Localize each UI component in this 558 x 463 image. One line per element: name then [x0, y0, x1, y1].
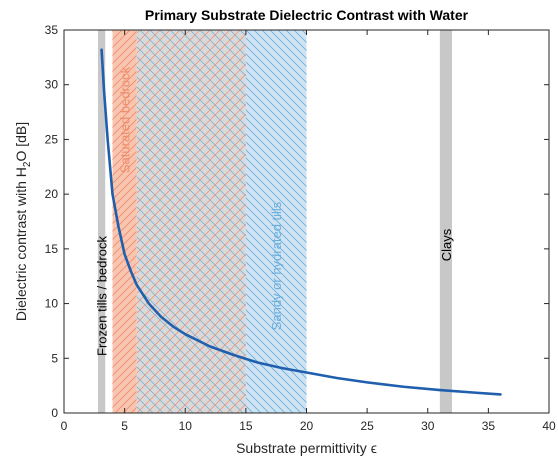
x-tick-label: 0: [61, 419, 68, 433]
y-tick-label: 0: [51, 406, 58, 420]
region-label: Frozen tills / bedrock: [95, 236, 110, 356]
x-tick-label: 15: [239, 419, 253, 433]
series-layer: [100, 48, 502, 396]
y-axis-title-subscript: 2: [22, 161, 33, 167]
y-tick-label: 15: [45, 242, 59, 256]
x-tick-label: 5: [121, 419, 128, 433]
y-tick-label: 25: [45, 132, 59, 146]
series-line: [100, 48, 502, 396]
y-axis-title-suffix: O [dB]: [13, 122, 29, 162]
region-labels-layer: Frozen tills / bedrock Saturated bedrock S…: [95, 66, 454, 356]
x-axis: 0 5 10 15 20 25 30 35 40: [61, 30, 556, 433]
y-tick-label: 10: [45, 297, 59, 311]
y-tick-label: 5: [51, 351, 58, 365]
x-tick-label: 30: [421, 419, 435, 433]
region-label: Saturated bedrock: [118, 66, 133, 173]
x-axis-title: Substrate permittivity ϵ: [236, 440, 377, 456]
region-band: [439, 30, 452, 413]
region-band: [97, 30, 106, 413]
x-tick-label: 25: [360, 419, 374, 433]
y-axis-title: Dielectric contrast with H2O [dB]: [13, 122, 33, 321]
y-axis: 0 5 10 15 20 25 30 35: [45, 23, 549, 420]
y-tick-label: 35: [45, 23, 59, 37]
region-label: Clays: [439, 228, 454, 261]
region-hatch: [245, 30, 307, 413]
regions-layer: [97, 30, 452, 413]
y-tick-label: 20: [45, 187, 59, 201]
x-tick-label: 10: [179, 419, 193, 433]
x-tick-label: 40: [542, 419, 556, 433]
region-label: Sandy or hydrated tills: [269, 201, 284, 330]
y-axis-title-main: Dielectric contrast with H: [13, 167, 29, 321]
x-tick-label: 20: [300, 419, 314, 433]
x-tick-label: 35: [482, 419, 496, 433]
region-hatch: [136, 30, 246, 413]
chart-title: Primary Substrate Dielectric Contrast wi…: [145, 7, 469, 23]
y-tick-label: 30: [45, 78, 59, 92]
